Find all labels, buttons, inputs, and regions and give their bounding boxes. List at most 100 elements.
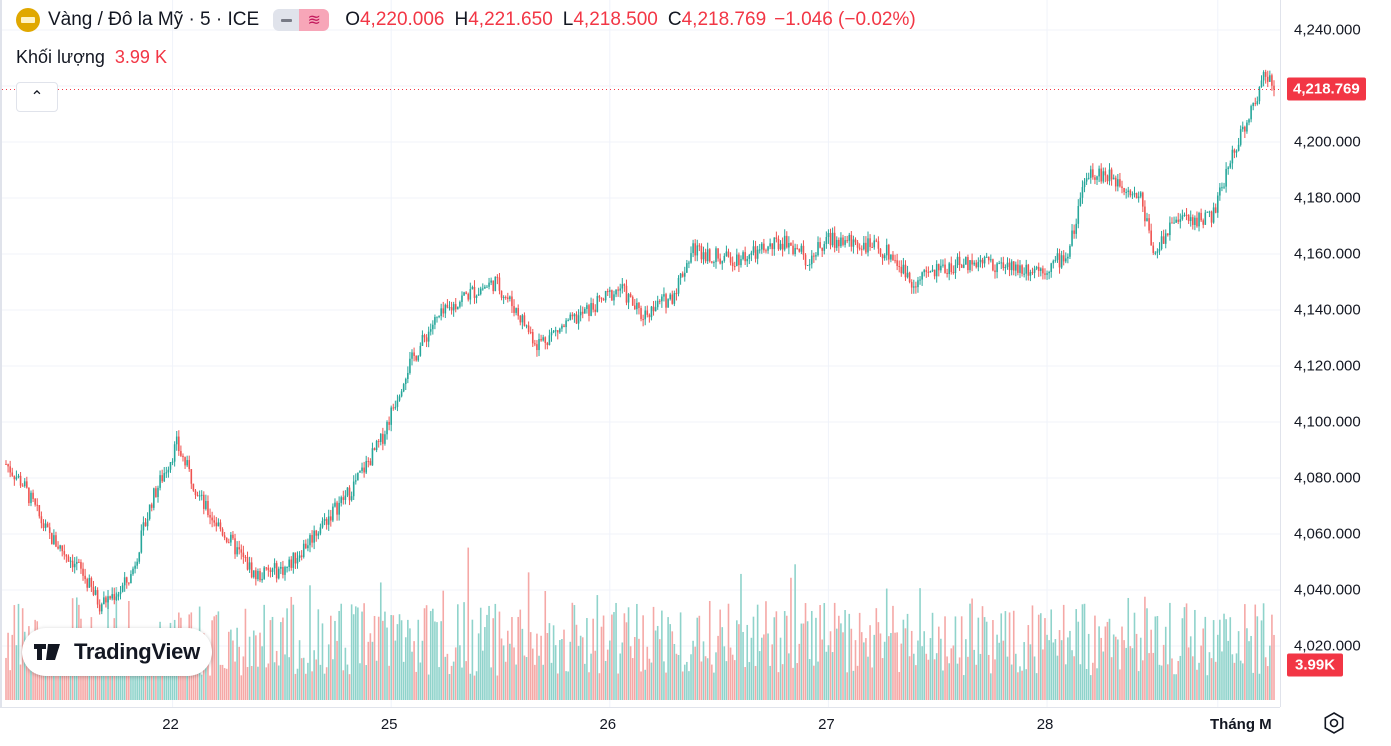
open-key: O xyxy=(345,9,360,30)
candle-body xyxy=(1177,219,1180,222)
candle-body xyxy=(1129,190,1132,196)
volume-bar xyxy=(871,667,873,700)
volume-bar xyxy=(1071,650,1073,700)
candle-body xyxy=(1023,273,1025,275)
candle-body xyxy=(827,232,830,238)
candle-body xyxy=(459,301,461,307)
volume-bar xyxy=(1100,637,1102,700)
tradingview-logo[interactable]: TradingView xyxy=(22,628,212,676)
volume-bar xyxy=(1096,668,1098,700)
volume-bar xyxy=(931,612,934,700)
candle-body xyxy=(994,270,996,273)
volume-bar xyxy=(296,668,299,700)
candle-body xyxy=(103,597,105,605)
candle-body xyxy=(584,308,586,314)
candle-body xyxy=(613,294,615,301)
time-axis[interactable]: 22 25 26 27 28 Tháng M xyxy=(0,707,1280,746)
candle-body xyxy=(134,565,136,569)
volume-bar xyxy=(300,658,303,700)
candle-body xyxy=(1219,187,1221,196)
volume-bar xyxy=(619,653,622,700)
volume-bar xyxy=(48,658,51,700)
candle-body xyxy=(561,325,563,329)
volume-bar xyxy=(225,668,228,700)
volume-bar xyxy=(1027,625,1030,700)
volume-bar xyxy=(985,621,988,700)
volume-bar xyxy=(280,622,282,700)
chart-plot-area[interactable] xyxy=(0,0,1280,707)
volume-bar xyxy=(269,620,272,700)
volume-bar xyxy=(223,668,226,700)
volume-bar xyxy=(361,611,363,700)
minus-icon[interactable] xyxy=(273,9,300,31)
volume-bar xyxy=(1216,634,1219,700)
collapse-legend-button[interactable]: ⌃ xyxy=(16,82,58,112)
candle-body xyxy=(288,559,290,567)
volume-bar xyxy=(987,654,990,700)
candle-body xyxy=(908,272,911,282)
volume-bar xyxy=(912,653,915,700)
candle-body xyxy=(1062,255,1065,262)
candle-body xyxy=(477,294,480,296)
volume-bar xyxy=(1241,663,1244,700)
volume-bar xyxy=(1181,618,1184,700)
candle-body xyxy=(794,248,796,255)
candle-body xyxy=(800,245,803,252)
volume-bar xyxy=(954,616,957,700)
candle-body xyxy=(609,290,611,292)
candle-body xyxy=(1133,193,1136,195)
volume-bar xyxy=(919,588,921,700)
volume-bar xyxy=(57,663,59,700)
volume-bar xyxy=(708,600,711,700)
candle-body xyxy=(348,487,351,501)
volume-bar xyxy=(1173,674,1175,700)
volume-bar xyxy=(827,645,830,700)
candle-body xyxy=(1031,272,1034,274)
candle-body xyxy=(186,460,188,466)
candle-body xyxy=(234,538,236,555)
candle-body xyxy=(107,596,109,603)
volume-bar xyxy=(658,639,661,700)
candle-body xyxy=(950,263,953,273)
volume-bar xyxy=(781,664,784,700)
candle-body xyxy=(182,455,184,458)
volume-bar xyxy=(432,608,434,700)
candle-body xyxy=(900,266,903,274)
volume-bar xyxy=(948,663,950,700)
volume-bar xyxy=(552,625,555,700)
candle-body xyxy=(498,277,501,291)
volume-bar xyxy=(46,664,49,700)
candle-body xyxy=(821,247,823,251)
volume-bar xyxy=(65,669,68,700)
candle-body xyxy=(88,578,91,588)
volume-bar xyxy=(586,618,588,700)
volume-bar xyxy=(227,631,230,700)
candle-body xyxy=(238,547,240,550)
volume-bar xyxy=(140,675,143,700)
candle-body xyxy=(806,264,809,266)
volume-bar xyxy=(17,603,20,700)
settings-gear-icon[interactable] xyxy=(1322,711,1346,735)
price-axis[interactable]: 4,240.000 4,200.000 4,180.000 4,160.000 4,14… xyxy=(1280,0,1391,707)
price-chart[interactable] xyxy=(2,0,1280,707)
volume-bar xyxy=(182,669,184,700)
volume-bar xyxy=(584,663,586,700)
volume-bar xyxy=(860,632,863,700)
candle-body xyxy=(763,243,765,251)
volume-bar xyxy=(1179,655,1182,700)
volume-bar xyxy=(777,672,780,700)
volume-bar xyxy=(627,607,630,700)
candle-body xyxy=(467,293,470,300)
candle-body xyxy=(773,237,776,250)
volume-bar xyxy=(1252,672,1254,700)
candle-body xyxy=(1054,259,1057,261)
symbol-title[interactable]: Vàng / Đô la Mỹ · 5 · ICE xyxy=(48,9,260,30)
candle-body xyxy=(269,570,272,572)
candle-body xyxy=(894,260,896,262)
volume-bar xyxy=(407,619,409,700)
wave-icon[interactable]: ≋ xyxy=(299,9,330,31)
volume-bar xyxy=(1142,660,1144,700)
volume-label[interactable]: Khối lượng xyxy=(16,47,105,67)
candle-body xyxy=(646,310,649,315)
candle-body xyxy=(990,259,992,261)
